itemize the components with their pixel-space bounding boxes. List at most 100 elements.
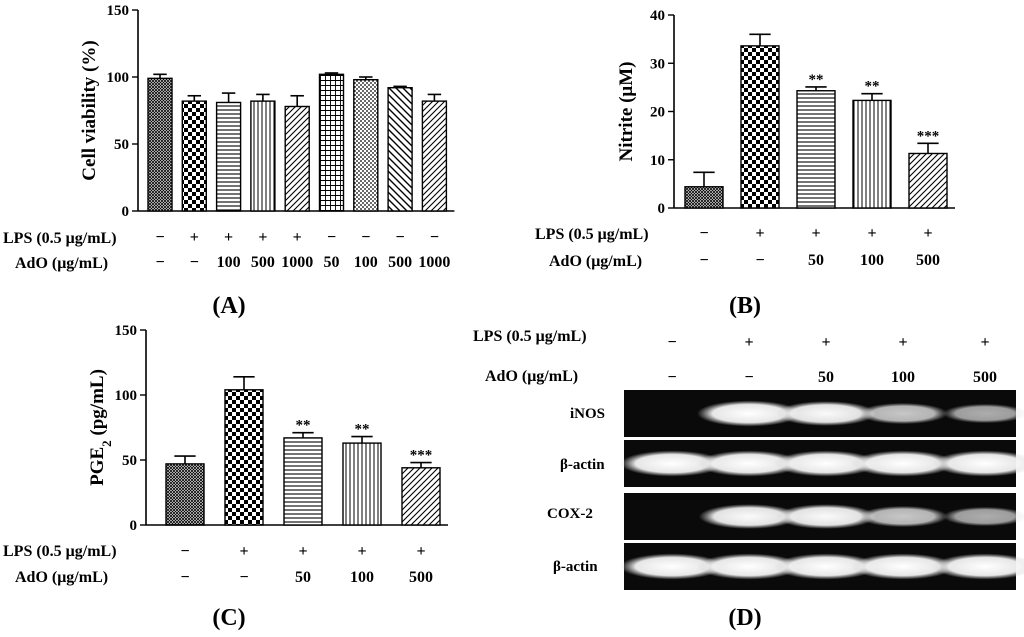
gel-label-inos: iNOS [570,406,605,422]
chart-a-bar [250,100,276,212]
chart-c-significance: ** [296,418,311,434]
gel-band-cox2 [775,504,877,529]
gel-band-cox2 [698,504,800,529]
gel-lps-value: + [744,334,753,351]
chart-a-lps-value: + [190,229,199,246]
chart-c-ado-value: 100 [350,569,374,586]
chart-a-ado-value: 500 [388,254,412,271]
gel-band-actin-2 [620,553,724,580]
chart-c-ado-value: 50 [295,569,311,586]
panel-label-d: (D) [728,605,761,631]
gel-label-actin-1: β-actin [560,457,605,473]
gel-band-inos [775,401,877,426]
chart-c-y-tick-label: 150 [115,323,138,339]
gel-band-actin-2 [851,553,955,580]
chart-a-lps-value: + [293,229,302,246]
chart-a-bar [215,101,242,212]
chart-a-lps-value: − [155,229,164,246]
chart-a-y-tick-label: 100 [107,70,130,86]
chart-a-lps-value: − [396,229,405,246]
gel-band-cox2 [858,505,948,528]
chart-c-significance: *** [410,448,433,464]
gel-band-actin-2 [774,553,878,580]
chart-c-lps-value: + [298,543,307,560]
chart-a-ado-value: 1000 [281,254,313,271]
gel-lps-label: LPS (0.5 μg/mL) [473,328,587,345]
chart-b-lps-label: LPS (0.5 μg/mL) [535,226,649,243]
chart-a-bar [421,100,448,212]
chart-a-lps-value: − [430,229,439,246]
gel-ado-value: 100 [891,369,915,386]
gel-band-inos [858,402,948,425]
chart-c-ado-value: − [180,569,189,586]
chart-a-ado-value: − [190,254,199,271]
gel-label-cox2: COX-2 [547,506,593,522]
chart-c-lps-value: + [357,543,366,560]
chart-a-bar [318,73,345,212]
chart-a-y-axis-label: Cell viability (%) [79,40,100,180]
chart-b-y-tick-label: 10 [650,153,665,169]
chart-b-y-tick-label: 0 [658,201,666,217]
chart-b-ado-value: 100 [860,252,884,269]
chart-b-y-tick-label: 20 [650,105,665,121]
gel-ado-label: AdO (μg/mL) [485,368,578,385]
chart-a-lps-label: LPS (0.5 μg/mL) [3,230,117,247]
chart-c-ado-value: 500 [409,569,433,586]
gel-band-actin-1 [620,450,724,477]
chart-b-bar [740,45,780,209]
chart-c-bar [283,437,323,526]
chart-a-bar [181,100,208,212]
gel-lps-value: + [898,334,907,351]
chart-a-lps-value: − [327,229,336,246]
gel-band-actin-1 [697,450,801,477]
chart-b-ado-value: − [755,252,764,269]
chart-b-lps-value: + [867,225,876,242]
chart-b-significance: ** [809,72,824,88]
chart-b-ado-value: 500 [916,252,940,269]
chart-a-y-tick-label: 50 [114,137,129,153]
chart-a-lps-value: − [361,229,370,246]
gel-band-actin-1 [933,450,1024,477]
gel-lps-value: + [821,334,830,351]
gel-lps-value: − [667,334,676,351]
gel-band-inos [942,403,1024,424]
chart-b-significance: ** [865,79,880,95]
chart-c-lps-value: + [239,543,248,560]
chart-b-lps-value: − [699,225,708,242]
chart-b-significance: *** [917,128,940,144]
chart-c-ado-value: − [239,569,248,586]
chart-b-bar [908,152,948,209]
chart-a-lps-value: + [258,229,267,246]
gel-lps-value: + [980,334,989,351]
gel-ado-value: − [744,369,753,386]
gel-ado-value: − [667,369,676,386]
chart-a-ado-value: 50 [324,254,340,271]
chart-a-bar [284,105,310,212]
chart-c-bar [401,467,441,526]
chart-c-lps-value: + [416,543,425,560]
chart-a-ado-value: 100 [354,254,378,271]
chart-b-bar [684,186,724,209]
chart-a-ado-value: 100 [217,254,241,271]
chart-c-significance: ** [355,422,370,438]
chart-a-bar [353,78,379,212]
gel-band-actin-1 [774,450,878,477]
gel-ado-value: 500 [973,369,997,386]
chart-c-y-tick-label: 0 [130,518,138,534]
panel-label-a: (A) [212,293,245,319]
chart-c-y-axis-label: PGE2 (pg/mL) [87,369,114,486]
chart-c-lps-value: − [180,543,189,560]
chart-b-bar [796,90,836,209]
chart-b-y-tick-label: 40 [650,8,665,24]
chart-b-ado-label: AdO (μg/mL) [549,253,642,270]
chart-b-bar [852,99,892,209]
chart-c-bar [342,442,382,526]
chart-a-y-tick-label: 0 [122,204,130,220]
gel-band-actin-2 [933,553,1024,580]
gel-ado-value: 50 [818,369,834,386]
chart-a-ado-label: AdO (μg/mL) [15,255,108,272]
chart-b-ado-value: − [699,252,708,269]
chart-b-lps-value: + [811,225,820,242]
chart-b-lps-value: + [755,225,764,242]
